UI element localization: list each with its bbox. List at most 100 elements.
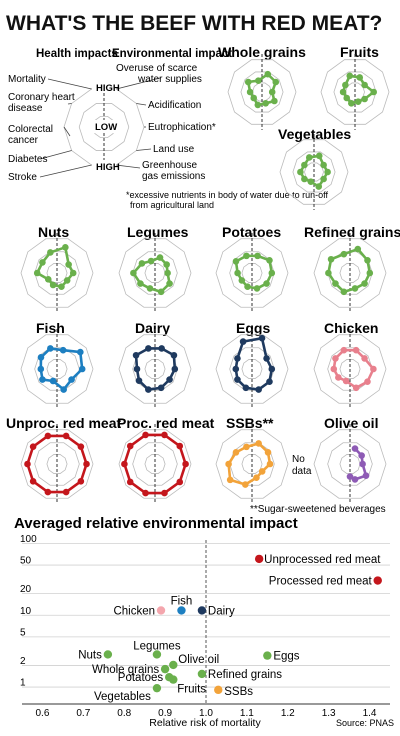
radar-ssbs: SSBs** xyxy=(215,415,289,504)
radar-point xyxy=(47,249,54,256)
svg-text:from agricultural land: from agricultural land xyxy=(130,200,214,210)
radar-point xyxy=(264,70,272,78)
scatter-point-dairy xyxy=(197,606,207,615)
radar-point xyxy=(166,280,173,287)
radar-point xyxy=(225,460,232,468)
radar-nuts: Nuts xyxy=(20,224,94,313)
radar-point xyxy=(335,374,342,381)
radar-grid-ring xyxy=(313,238,387,308)
radar-point xyxy=(24,460,31,468)
radar-point xyxy=(170,351,178,359)
radar-title: Whole grains xyxy=(218,44,306,60)
radar-grid-ring xyxy=(118,429,192,499)
scatter-y-tick: 10 xyxy=(20,606,32,617)
radar-point xyxy=(352,346,360,354)
radar-point xyxy=(254,252,261,260)
radar-point xyxy=(62,432,70,440)
scatter-label-chicken: Chicken xyxy=(113,605,155,617)
scatter-x-tick: 0.9 xyxy=(158,708,172,719)
radar-point xyxy=(340,250,348,258)
radar-title: Dairy xyxy=(135,320,170,336)
scatter-point-whole-grains xyxy=(160,664,170,674)
radar-grid-ring xyxy=(34,442,80,486)
radar-point xyxy=(39,259,46,266)
scatter-y-tick: 5 xyxy=(20,627,26,638)
radar-point xyxy=(37,365,45,373)
radar-point xyxy=(253,474,260,481)
radar-point xyxy=(320,161,327,169)
legend-leader-line xyxy=(39,164,92,178)
radar-point xyxy=(176,442,184,450)
radar-point xyxy=(351,285,359,292)
radar-grid-ring xyxy=(34,251,80,295)
radar-grid-ring xyxy=(229,251,275,295)
radar-point xyxy=(359,460,366,468)
radar-grid-ring xyxy=(144,454,166,474)
radar-grid-ring xyxy=(313,429,387,499)
radar-grid-ring xyxy=(118,334,192,404)
radar-point xyxy=(78,365,86,373)
radar-point xyxy=(182,460,189,468)
radar-grid-ring xyxy=(241,263,263,283)
radar-point xyxy=(354,98,362,106)
radar-point xyxy=(49,377,57,385)
radar-point xyxy=(268,365,276,373)
radar-point xyxy=(58,283,65,290)
scatter-label-refined-grains: Refined grains xyxy=(208,669,282,681)
radar-point xyxy=(272,78,280,86)
radar-point xyxy=(305,154,313,161)
radar-point xyxy=(62,488,70,496)
radar-grid-ring xyxy=(215,334,289,404)
radar-point xyxy=(135,377,143,384)
scatter-x-tick: 0.7 xyxy=(76,708,90,719)
radar-point xyxy=(137,280,144,287)
scatter-point-processed-red-meat xyxy=(373,576,382,585)
radar-point xyxy=(142,489,149,497)
radar-panels: Whole grains Fruits Vegetables Nuts Legumes P… xyxy=(6,44,400,504)
radar-grid-ring xyxy=(292,151,336,193)
radar-point xyxy=(49,281,57,289)
radar-point xyxy=(138,260,146,267)
radar-point xyxy=(39,376,46,383)
legend-low: LOW xyxy=(95,122,117,133)
radar-eggs: Eggs xyxy=(215,320,289,409)
radar-grid-ring xyxy=(144,359,166,379)
legend-high-box xyxy=(92,81,116,93)
radar-point xyxy=(37,354,45,361)
radar-grid-ring xyxy=(144,263,166,283)
radar-point xyxy=(176,478,184,486)
radar-point xyxy=(342,377,350,385)
legend-radar xyxy=(39,77,161,178)
radar-point xyxy=(239,338,247,345)
scatter-point-vegetables xyxy=(152,683,162,693)
radar-point xyxy=(161,431,168,439)
scatter-x-tick: 1.3 xyxy=(322,708,336,719)
scatter-point-unprocessed-red-meat xyxy=(254,554,264,564)
radar-point xyxy=(232,449,240,456)
legend-health-chd: Coronary heart disease xyxy=(8,92,75,114)
radar-grid-ring xyxy=(327,442,373,486)
scatter-plot: 1 2 5 10 20 50 100 0.6 0.7 0.8 0.9 1.0 1.1 1.2 1.3 1.4 U… xyxy=(20,534,390,719)
radar-title: Vegetables xyxy=(278,126,351,142)
scatter-x-tick: 1.4 xyxy=(363,708,377,719)
radar-point xyxy=(145,345,152,352)
radar-point xyxy=(351,476,359,483)
radar-title: Fruits xyxy=(340,44,379,60)
radar-title: Unproc. red meat xyxy=(6,415,121,431)
radar-point xyxy=(77,443,85,450)
scatter-label-eggs: Eggs xyxy=(273,651,299,663)
radar-title: Potatoes xyxy=(222,224,281,240)
radar-point xyxy=(44,432,52,440)
scatter-point-refined-grains xyxy=(197,669,207,679)
radar-point xyxy=(147,257,155,265)
radar-point xyxy=(366,269,374,277)
legend-leader-line xyxy=(67,103,72,105)
radar-title: Proc. red meat xyxy=(117,415,215,431)
radar-point xyxy=(315,152,323,160)
radar-point xyxy=(330,365,338,373)
radar-legumes: Legumes xyxy=(118,224,192,313)
radar-point xyxy=(315,183,323,190)
radar-point xyxy=(242,384,250,392)
radar-point xyxy=(226,476,234,484)
radar-point xyxy=(164,269,171,277)
